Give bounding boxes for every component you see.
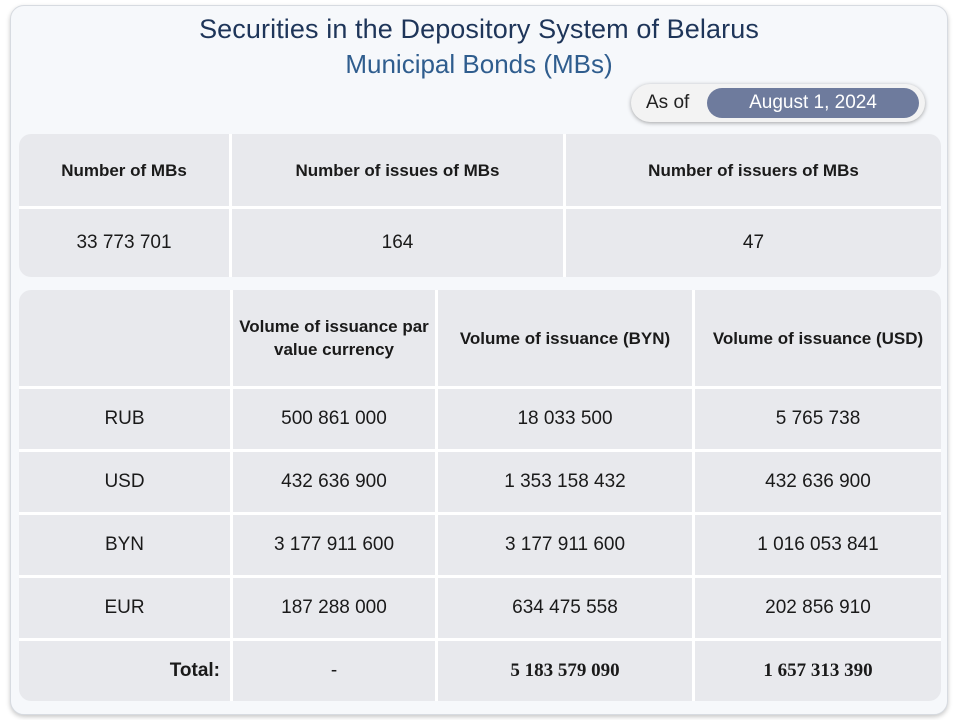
column-divider xyxy=(692,290,695,701)
total-volume-byn: 5 183 579 090 xyxy=(510,660,620,681)
volume-table: Volume of issuance par value currency Vo… xyxy=(19,290,941,701)
row-currency-label: EUR xyxy=(104,597,145,618)
as-of-date-badge: August 1, 2024 xyxy=(707,88,919,118)
row-divider xyxy=(19,449,941,452)
row-divider xyxy=(19,206,941,209)
summary-table: Number of MBs Number of issues of MBs Nu… xyxy=(19,134,941,277)
row-currency-label: BYN xyxy=(104,534,145,555)
header-number-of-issuers: Number of issuers of MBs xyxy=(648,160,859,180)
row-volume-usd: 1 016 053 841 xyxy=(757,534,879,555)
header-currency xyxy=(19,290,230,386)
row-volume-par: 432 636 900 xyxy=(281,471,387,492)
as-of-label: As of xyxy=(646,92,690,113)
main-card: Securities in the Depository System of B… xyxy=(10,5,948,715)
value-number-of-mbs: 33 773 701 xyxy=(76,232,172,253)
row-volume-par: 500 861 000 xyxy=(281,408,387,429)
row-volume-byn: 3 177 911 600 xyxy=(504,534,626,555)
row-divider xyxy=(19,638,941,641)
value-number-of-issuers: 47 xyxy=(742,232,765,253)
row-volume-usd: 432 636 900 xyxy=(765,471,871,492)
header-number-of-issues: Number of issues of MBs xyxy=(295,160,500,180)
row-volume-par: 187 288 000 xyxy=(281,597,387,618)
as-of-pill: As of August 1, 2024 xyxy=(631,84,925,122)
row-volume-usd: 5 765 738 xyxy=(775,408,861,429)
column-divider xyxy=(563,134,566,277)
row-volume-byn: 1 353 158 432 xyxy=(504,471,626,492)
row-divider xyxy=(19,575,941,578)
column-divider xyxy=(229,134,232,277)
page-subtitle: Municipal Bonds (MBs) xyxy=(345,49,613,79)
row-currency-label: RUB xyxy=(104,408,145,429)
column-divider xyxy=(435,290,438,701)
column-divider xyxy=(230,290,233,701)
row-volume-byn: 634 475 558 xyxy=(512,597,618,618)
row-volume-par: 3 177 911 600 xyxy=(273,534,395,555)
row-currency-label: USD xyxy=(104,471,145,492)
row-volume-byn: 18 033 500 xyxy=(517,408,613,429)
value-number-of-issues: 164 xyxy=(381,232,414,253)
total-label: Total: xyxy=(169,660,220,681)
page-title: Securities in the Depository System of B… xyxy=(199,14,759,44)
row-divider xyxy=(19,386,941,389)
row-volume-usd: 202 856 910 xyxy=(765,597,871,618)
header-volume-byn: Volume of issuance (BYN) xyxy=(459,328,671,348)
header-volume-usd: Volume of issuance (USD) xyxy=(712,328,924,348)
header-number-of-mbs: Number of MBs xyxy=(61,160,187,180)
total-volume-par: - xyxy=(330,660,338,681)
header-volume-par: Volume of issuance par value currency xyxy=(239,317,429,359)
row-divider xyxy=(19,512,941,515)
total-volume-usd: 1 657 313 390 xyxy=(763,660,873,681)
